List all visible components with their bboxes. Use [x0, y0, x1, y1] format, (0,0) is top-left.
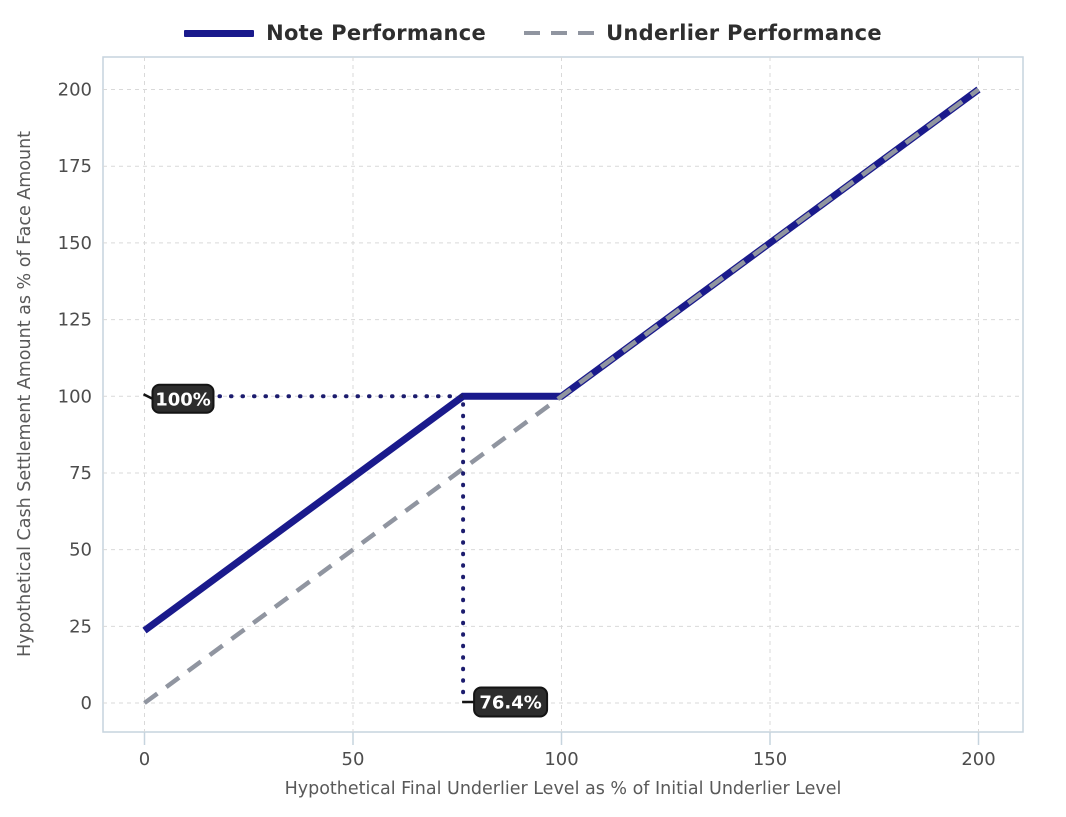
x-axis-title: Hypothetical Final Underlier Level as % … [285, 779, 842, 799]
annotation-label: 76.4% [479, 693, 541, 714]
y-axis-title: Hypothetical Cash Settlement Amount as %… [15, 131, 35, 657]
legend-label-note-performance: Note Performance [266, 21, 487, 45]
legend-item-underlier-performance: Underlier Performance [524, 21, 882, 45]
x-tick-label: 50 [342, 749, 365, 770]
y-tick-label: 50 [69, 540, 92, 561]
annotation-label: 100% [155, 389, 211, 410]
series-line-underlier-performance [143, 87, 980, 705]
y-tick-label: 75 [69, 463, 92, 484]
y-tick-label: 25 [69, 616, 92, 637]
solid-line-swatch-icon [184, 29, 255, 37]
series-line-note-performance [142, 86, 981, 634]
annotation-box [151, 383, 215, 414]
x-tick-label: 0 [139, 749, 150, 770]
y-tick-label: 0 [81, 693, 92, 714]
y-tick-label: 200 [58, 80, 92, 101]
x-tick-label: 100 [544, 749, 578, 770]
x-tick-label: 150 [753, 749, 787, 770]
dashed-line-swatch-icon [524, 31, 595, 35]
x-tick-label: 200 [961, 749, 995, 770]
y-tick-label: 175 [58, 156, 92, 177]
legend-item-note-performance: Note Performance [184, 21, 486, 45]
chart-legend: Note Performance Underlier Performance [0, 14, 1066, 52]
y-tick-label: 150 [58, 233, 92, 254]
legend-label-underlier-performance: Underlier Performance [606, 21, 882, 45]
y-tick-label: 125 [58, 310, 92, 331]
annotation-box [473, 686, 549, 718]
y-tick-label: 100 [58, 386, 92, 407]
